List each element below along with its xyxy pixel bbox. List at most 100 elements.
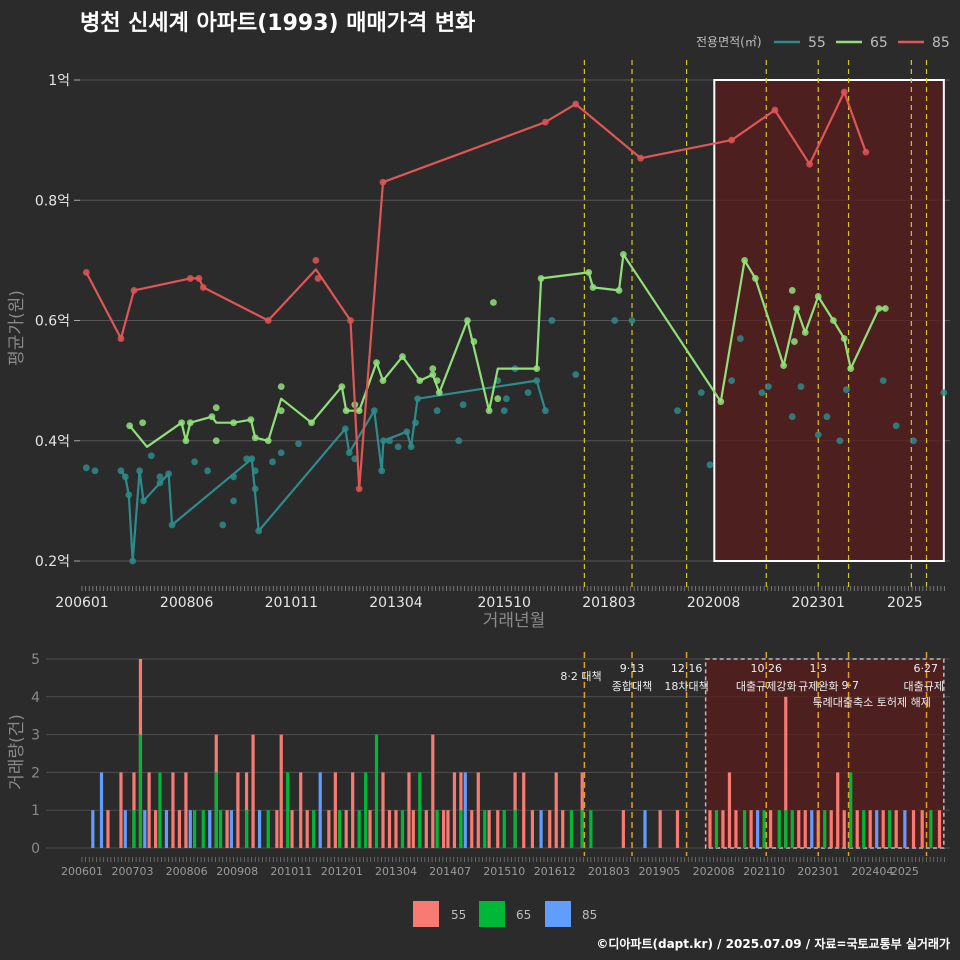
bar-55 <box>476 772 480 848</box>
data-point-65 <box>429 371 437 379</box>
bar-65 <box>374 734 379 848</box>
data-point-65 <box>752 275 759 282</box>
bar-55 <box>548 810 552 848</box>
data-point-65 <box>230 419 237 427</box>
bar-65 <box>502 810 506 848</box>
bar-85 <box>539 810 543 848</box>
bar-85 <box>164 810 169 848</box>
data-point-55 <box>706 461 714 469</box>
bar-x-tick-label: 201510 <box>483 865 525 878</box>
data-point-65 <box>464 317 471 324</box>
data-point-55 <box>736 335 744 342</box>
data-point-85 <box>312 256 320 264</box>
data-point-65 <box>308 419 315 427</box>
data-point-85 <box>637 154 645 162</box>
data-point-65 <box>847 365 855 372</box>
bar-55 <box>236 772 240 848</box>
bar-55 <box>470 810 474 848</box>
bar-55 <box>251 734 255 848</box>
data-point-85 <box>355 485 363 493</box>
bar-85 <box>143 810 147 848</box>
data-point-85 <box>771 106 779 114</box>
x-tick-label: 202008 <box>687 595 740 611</box>
legend-label-85: 85 <box>932 35 950 51</box>
bar-65 <box>849 772 853 848</box>
bar-65 <box>418 772 422 848</box>
bar-x-tick-label: 2025 <box>891 865 919 878</box>
bar-65 <box>338 810 342 848</box>
bar-55 <box>381 772 385 848</box>
data-point-85 <box>347 317 354 324</box>
event-date-label: 12·16 <box>671 662 703 675</box>
bar-55 <box>911 810 916 848</box>
x-tick-label: 201304 <box>369 595 423 611</box>
bar-65 <box>286 772 290 848</box>
bar-y-tick-label: 0 <box>31 841 40 857</box>
event-name-label: 종합대책 <box>612 680 652 693</box>
bar-85 <box>756 810 760 848</box>
data-point-65 <box>139 419 147 427</box>
data-point-55 <box>628 317 636 324</box>
bar-x-tick-label: 200908 <box>216 865 258 878</box>
data-point-85 <box>572 100 580 108</box>
bottom-legend-label-65: 65 <box>516 908 531 922</box>
bar-y-tick-label: 2 <box>31 765 40 781</box>
bottom-legend-swatch-65 <box>479 901 505 927</box>
bar-65 <box>862 810 866 848</box>
bar-85 <box>99 772 104 848</box>
bar-55 <box>708 810 712 848</box>
bar-65 <box>743 810 747 848</box>
event-name-label: 규제완화 <box>798 680 838 693</box>
data-point-65 <box>793 305 800 312</box>
bar-y-tick-label: 4 <box>31 690 40 706</box>
data-point-55 <box>255 527 263 535</box>
footer-credit: ©디아파트(dapt.kr) / 2025.07.09 / 자료=국토교통부 실… <box>596 936 950 951</box>
event-name-label: 대출규제강화 <box>736 680 797 693</box>
bar-55 <box>769 810 773 848</box>
data-point-65 <box>537 275 545 282</box>
data-point-55 <box>500 407 508 415</box>
data-point-65 <box>615 287 623 294</box>
data-point-85 <box>728 136 736 144</box>
data-point-65 <box>373 359 380 366</box>
bar-65 <box>435 810 439 848</box>
bar-55 <box>177 810 182 848</box>
bar-65 <box>193 810 197 848</box>
bar-x-tick-label: 200601 <box>61 865 103 878</box>
bar-x-tick-label: 201011 <box>270 865 312 878</box>
data-point-65 <box>470 338 478 345</box>
data-point-65 <box>840 335 848 342</box>
bar-55 <box>411 810 415 848</box>
bar-55 <box>803 810 807 848</box>
data-point-65 <box>435 389 443 397</box>
y-tick-label: 0.8억 <box>35 193 70 209</box>
data-point-85 <box>541 118 549 126</box>
data-point-55 <box>136 467 144 475</box>
data-point-55 <box>140 497 147 505</box>
data-point-55 <box>204 467 211 475</box>
y-tick-label: 0.2억 <box>35 554 70 570</box>
data-point-65 <box>433 377 441 385</box>
data-point-55 <box>168 521 176 529</box>
data-point-55 <box>541 407 549 415</box>
bar-55 <box>442 810 446 848</box>
bar-85 <box>188 810 192 848</box>
bottom-legend: 55 65 85 <box>413 901 597 927</box>
data-point-65 <box>338 383 346 391</box>
data-point-55 <box>378 467 386 475</box>
event-name-label: 18차대책 <box>664 680 708 693</box>
event-date-label: 1·3 <box>809 662 827 675</box>
bar-55 <box>855 810 859 848</box>
bar-55 <box>407 772 411 848</box>
bar-55 <box>561 810 565 848</box>
data-point-55 <box>503 395 510 403</box>
bar-65 <box>364 772 368 848</box>
event-name-label: 특례대출축소 토허제 해제 <box>813 695 931 709</box>
bar-65 <box>201 810 205 848</box>
bar-55 <box>327 810 331 848</box>
data-point-65 <box>585 269 593 276</box>
legend-label-55: 55 <box>808 35 826 51</box>
data-point-55 <box>533 377 541 385</box>
data-point-65 <box>355 407 363 415</box>
